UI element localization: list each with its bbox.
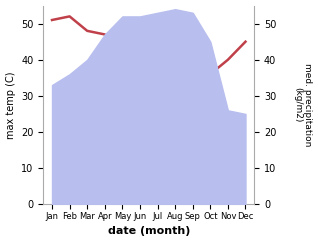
Y-axis label: max temp (C): max temp (C) (5, 71, 16, 139)
Y-axis label: med. precipitation
(kg/m2): med. precipitation (kg/m2) (293, 63, 313, 147)
X-axis label: date (month): date (month) (107, 227, 190, 236)
